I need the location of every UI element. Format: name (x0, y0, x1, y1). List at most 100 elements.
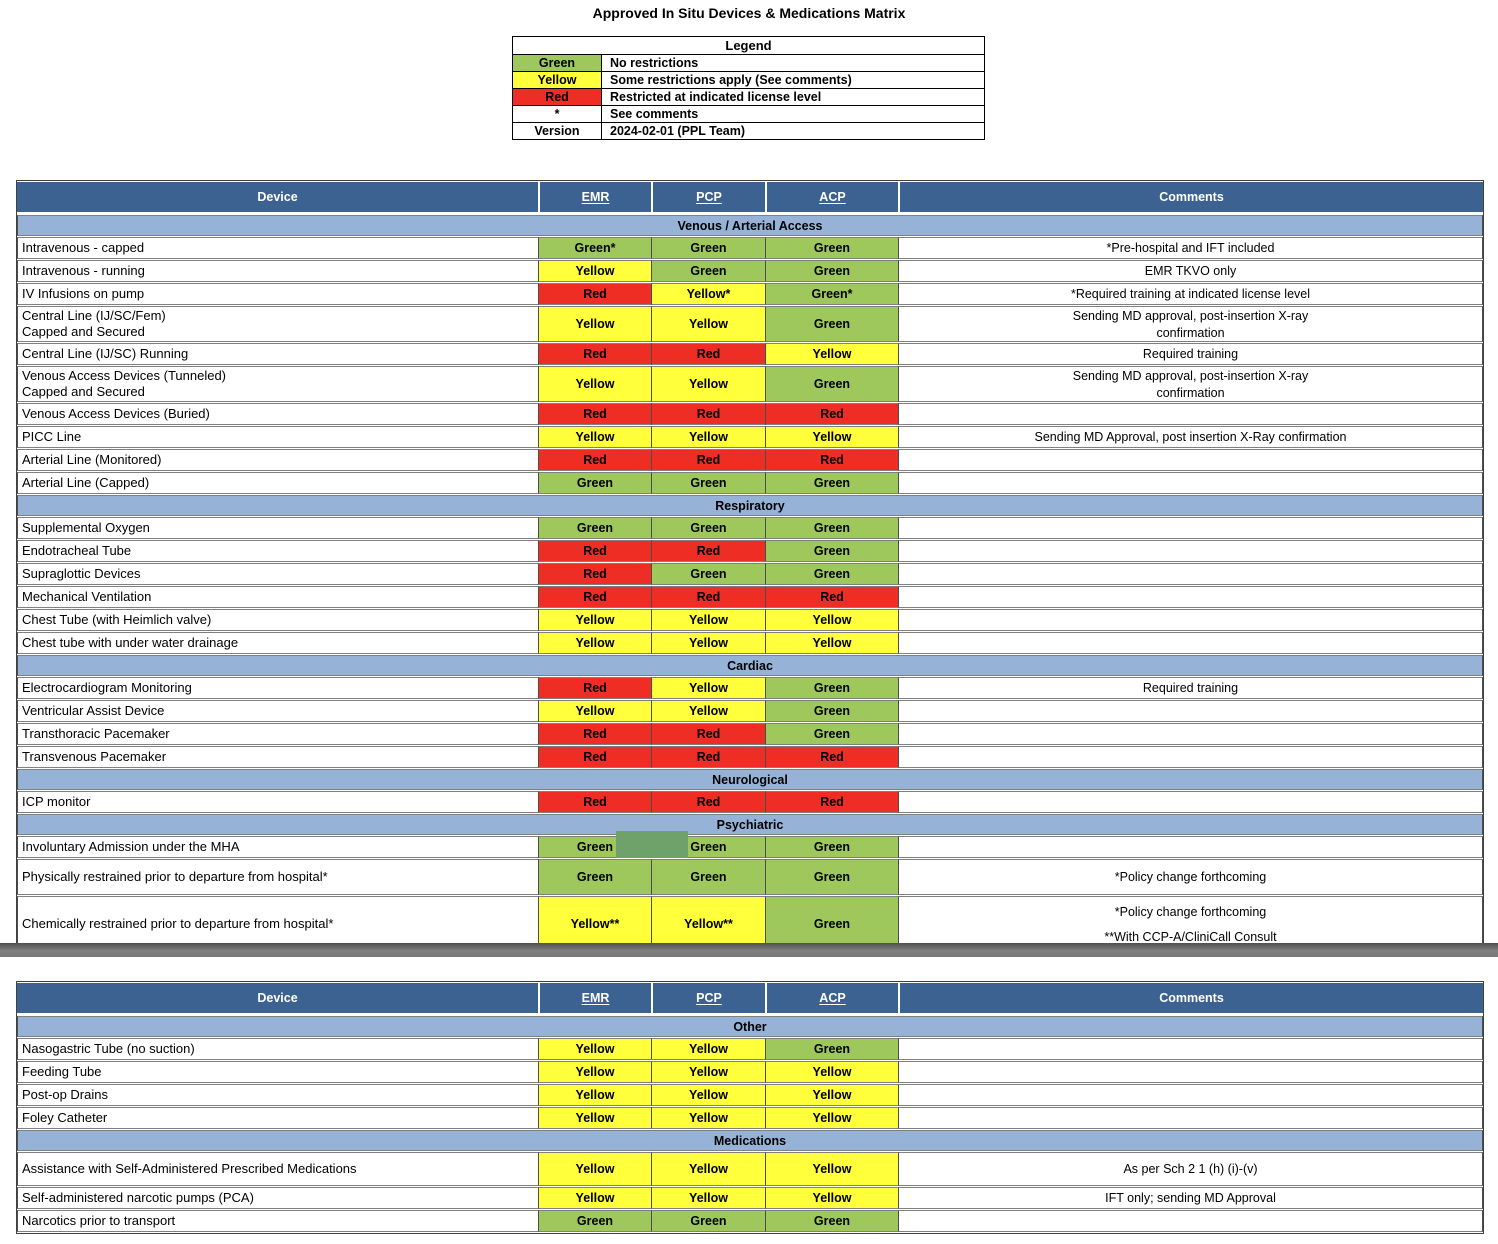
pcp-status-cell: Red (651, 403, 765, 425)
legend-row: Green No restrictions (512, 54, 985, 72)
text-line: Supplemental Oxygen (22, 520, 150, 535)
emr-status-cell: Red (538, 283, 651, 305)
pcp-status-cell: Yellow (651, 700, 765, 722)
pcp-status-cell: Green (651, 859, 765, 895)
section-header-row: Neurological (17, 769, 1483, 790)
comment-cell: *Required training at indicated license … (898, 283, 1483, 305)
emr-status-cell: Red (538, 677, 651, 699)
device-cell: Supplemental Oxygen (17, 517, 538, 539)
comment-cell (898, 563, 1483, 585)
text-line: EMR TKVO only (1144, 264, 1237, 278)
comment-cell (898, 1038, 1483, 1060)
comment-cell: Required training (898, 343, 1483, 365)
comment-cell (898, 836, 1483, 858)
device-cell: Transvenous Pacemaker (17, 746, 538, 768)
text-line: Venous Access Devices (Tunneled) (22, 368, 227, 383)
legend-description: Restricted at indicated license level (601, 88, 985, 106)
device-cell: Endotracheal Tube (17, 540, 538, 562)
pcp-status-cell: Red (651, 343, 765, 365)
text-line: Ventricular Assist Device (22, 703, 165, 718)
text-line: Arterial Line (Monitored) (22, 452, 162, 467)
comment-cell (898, 791, 1483, 813)
text-line: **With CCP-A/CliniCall Consult (1104, 929, 1277, 944)
acp-status-cell: Green (765, 836, 898, 858)
text-line: Foley Catheter (22, 1110, 108, 1125)
device-row: Central Line (IJ/SC) Running Red Red Yellow… (17, 343, 1483, 365)
device-cell: IV Infusions on pump (17, 283, 538, 305)
device-row: Transvenous Pacemaker Red Red Red (17, 746, 1483, 768)
legend-swatch: Yellow (512, 71, 602, 89)
emr-status-cell: Green (538, 517, 651, 539)
matrix-table: Device EMR PCP ACP Comments Venous / Arterial… (16, 180, 1484, 954)
devices-matrix-table-2: Device EMR PCP ACP Comments Other Nasogastric … (16, 981, 1484, 1234)
acp-status-cell: Yellow (765, 1187, 898, 1209)
column-header-label: PCP (696, 190, 722, 204)
column-header-label: Comments (1159, 190, 1224, 204)
text-line: Sending MD approval, post-insertion X-ra… (1072, 368, 1309, 383)
text-line: Narcotics prior to transport (22, 1213, 176, 1228)
comment-cell: EMR TKVO only (898, 260, 1483, 282)
device-row: Arterial Line (Capped) Green Green Green (17, 472, 1483, 494)
comment-cell (898, 449, 1483, 471)
acp-status-cell: Yellow (765, 1061, 898, 1083)
section-header-row: Other (17, 1016, 1483, 1037)
matrix-header-row: Device EMR PCP ACP Comments (17, 182, 1483, 214)
devices-matrix-table-1: Device EMR PCP ACP Comments Venous / Arterial… (16, 180, 1484, 954)
acp-status-cell: Yellow (765, 632, 898, 654)
comment-cell (898, 1210, 1483, 1232)
device-row: Venous Access Devices (Tunneled) Capped a… (17, 366, 1483, 402)
pcp-status-cell: Red (651, 723, 765, 745)
acp-status-cell: Green (765, 1038, 898, 1060)
text-line: *Required training at indicated license … (1070, 287, 1311, 301)
comment-cell (898, 723, 1483, 745)
comment-cell: IFT only; sending MD Approval (898, 1187, 1483, 1209)
column-header-device: Device (17, 983, 538, 1015)
emr-status-cell: Yellow (538, 1038, 651, 1060)
section-header-row: Psychiatric (17, 814, 1483, 835)
text-line: Transthoracic Pacemaker (22, 726, 170, 741)
comment-cell (898, 609, 1483, 631)
device-cell: Chemically restrained prior to departure… (17, 896, 538, 952)
device-row: Mechanical Ventilation Red Red Red (17, 586, 1483, 608)
device-cell: Venous Access Devices (Buried) (17, 403, 538, 425)
device-cell: Electrocardiogram Monitoring (17, 677, 538, 699)
column-header-label: ACP (819, 190, 846, 204)
acp-status-cell: Red (765, 746, 898, 768)
text-line: Capped and Secured (22, 324, 145, 339)
emr-status-cell: Yellow (538, 1084, 651, 1106)
column-header-emr: EMR (538, 182, 651, 214)
comment-cell (898, 632, 1483, 654)
text-line: IFT only; sending MD Approval (1105, 1191, 1276, 1205)
pcp-status-cell: Yellow (651, 1084, 765, 1106)
text-line: Mechanical Ventilation (22, 589, 152, 604)
text-line: Transvenous Pacemaker (22, 749, 167, 764)
pcp-status-cell: Yellow (651, 609, 765, 631)
pcp-status-cell: Green (651, 563, 765, 585)
emr-status-cell: Yellow (538, 700, 651, 722)
text-line: Feeding Tube (22, 1064, 102, 1079)
device-cell: Intravenous - capped (17, 237, 538, 259)
text-line: Sending MD Approval, post insertion X-Ra… (1034, 430, 1347, 444)
section-title: Venous / Arterial Access (17, 215, 1483, 236)
text-line: Required training (1142, 347, 1239, 361)
emr-status-cell: Red (538, 791, 651, 813)
legend-header-row: Legend (512, 36, 985, 55)
device-cell: PICC Line (17, 426, 538, 448)
text-line: confirmation (1156, 385, 1225, 400)
text-line: Central Line (IJ/SC) Running (22, 346, 189, 361)
legend-description: No restrictions (601, 54, 985, 72)
pcp-status-cell: Green (651, 1210, 765, 1232)
text-line: Central Line (IJ/SC/Fem) (22, 308, 166, 323)
matrix-header-row: Device EMR PCP ACP Comments (17, 983, 1483, 1015)
section-title: Medications (17, 1130, 1483, 1151)
device-cell: Assistance with Self-Administered Prescr… (17, 1152, 538, 1186)
text-line: Chemically restrained prior to departure… (22, 916, 334, 931)
device-row: Nasogastric Tube (no suction) Yellow Yello… (17, 1038, 1483, 1060)
text-line: Sending MD approval, post-insertion X-ra… (1072, 308, 1309, 323)
text-line: confirmation (1156, 325, 1225, 340)
text-line: Supraglottic Devices (22, 566, 141, 581)
device-row: Assistance with Self-Administered Prescr… (17, 1152, 1483, 1186)
section-header-row: Medications (17, 1130, 1483, 1151)
legend-swatch: * (512, 105, 602, 123)
device-cell: ICP monitor (17, 791, 538, 813)
